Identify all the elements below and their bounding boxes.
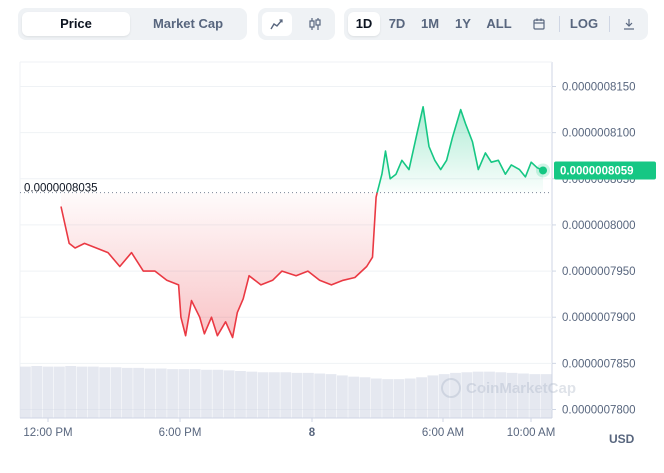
volume-bar [325,374,337,418]
toolbar-divider [609,16,610,32]
range-7d-button[interactable]: 7D [388,16,406,31]
current-price-label: 0.0000008059 [560,165,634,177]
y-tick-label: 0.0000007800 [562,405,636,417]
volume-bar [540,374,552,418]
current-price-marker [539,166,547,175]
volume-bar [302,372,314,418]
volume-bar [223,370,235,418]
volume-bar [506,372,518,418]
x-tick-label: 10:00 AM [507,427,556,439]
volume-bar [65,366,77,418]
volume-bar [42,366,54,418]
metric-toggle: Price Market Cap [18,8,247,40]
calendar-icon[interactable] [524,12,554,36]
volume-bar [167,369,178,418]
volume-bar [529,374,541,418]
volume-bar [280,372,292,418]
y-tick-label: 0.0000007950 [562,266,636,278]
volume-bar [416,377,427,418]
price-line [60,106,544,339]
x-tick-label: 6:00 AM [422,427,464,439]
volume-bar [472,371,484,418]
price-line-up [376,106,544,193]
volume-bar [370,378,382,418]
volume-bar [178,369,190,418]
price-line-down [60,192,378,339]
x-axis: 12:00 PM 6:00 PM 8 6:00 AM 10:00 AM [23,418,555,439]
current-price-marker-halo [536,163,550,178]
download-icon[interactable] [614,12,644,36]
price-area [61,106,543,338]
volume-bar [76,366,88,418]
currency-label: USD [609,432,635,446]
volume-bar [359,377,371,418]
volume-bar [235,371,246,418]
volume-bar [393,379,405,418]
volume-bar [155,368,167,418]
volume-bar [484,371,495,418]
price-tab[interactable]: Price [22,12,130,36]
volume-bar [348,376,360,418]
range-toolbar: 1D 7D 1M 1Y ALL LOG [344,8,648,40]
volume-bar [336,375,348,418]
chart-type-toggle [258,8,335,40]
x-tick-label: 12:00 PM [23,427,72,439]
watermark-logo: CoinMarketCap [441,378,576,398]
volume-bar [269,372,280,418]
x-tick-label: 6:00 PM [159,427,202,439]
volume-bar [404,378,416,418]
volume-bar [291,372,303,418]
market-cap-tab[interactable]: Market Cap [152,16,224,31]
volume-bar [31,366,43,418]
volume-bar [427,375,439,418]
y-axis: 0.00000081500.00000081000.00000080500.00… [552,82,636,417]
y-tick-label: 0.0000007850 [562,358,636,370]
up-area [377,106,543,193]
down-area [61,192,378,338]
volume-bar [314,373,326,418]
volume-bar [99,367,111,418]
volume-bar [257,372,269,418]
volume-bar [246,371,258,418]
volume-bar [53,366,65,418]
volume-bar [518,373,529,418]
y-tick-label: 0.0000008100 [562,128,636,140]
volume-bar [438,374,450,418]
volume-bar [87,366,99,418]
volume-bar [495,372,507,418]
volume-bar [212,369,224,418]
x-tick-label: 8 [309,427,316,439]
volume-bar [450,372,461,418]
volume-bar [201,369,212,418]
current-price-badge [554,161,656,180]
range-1m-button[interactable]: 1M [420,16,440,31]
log-scale-button[interactable]: LOG [569,16,599,31]
y-tick-label: 0.0000008000 [562,220,636,232]
volume-bar [144,368,156,418]
reference-price-label: 0.0000008035 [24,183,98,195]
volume-bar [20,366,31,418]
volume-bar [461,372,473,418]
toolbar-divider [559,16,560,32]
volume-bar [110,367,122,418]
candlestick-icon[interactable] [300,12,330,36]
range-1y-button[interactable]: 1Y [455,16,471,31]
volume-bar [382,379,394,418]
volume-bar [121,367,133,418]
y-tick-label: 0.0000007900 [562,312,636,324]
volume-bar [189,369,201,418]
volume-bars [20,366,552,418]
y-tick-label: 0.0000008150 [562,82,636,94]
range-1d-button[interactable]: 1D [348,12,380,36]
range-all-button[interactable]: ALL [486,16,512,31]
line-chart-icon[interactable] [262,12,292,36]
volume-bar [133,367,145,418]
watermark-text: CoinMarketCap [466,380,576,397]
